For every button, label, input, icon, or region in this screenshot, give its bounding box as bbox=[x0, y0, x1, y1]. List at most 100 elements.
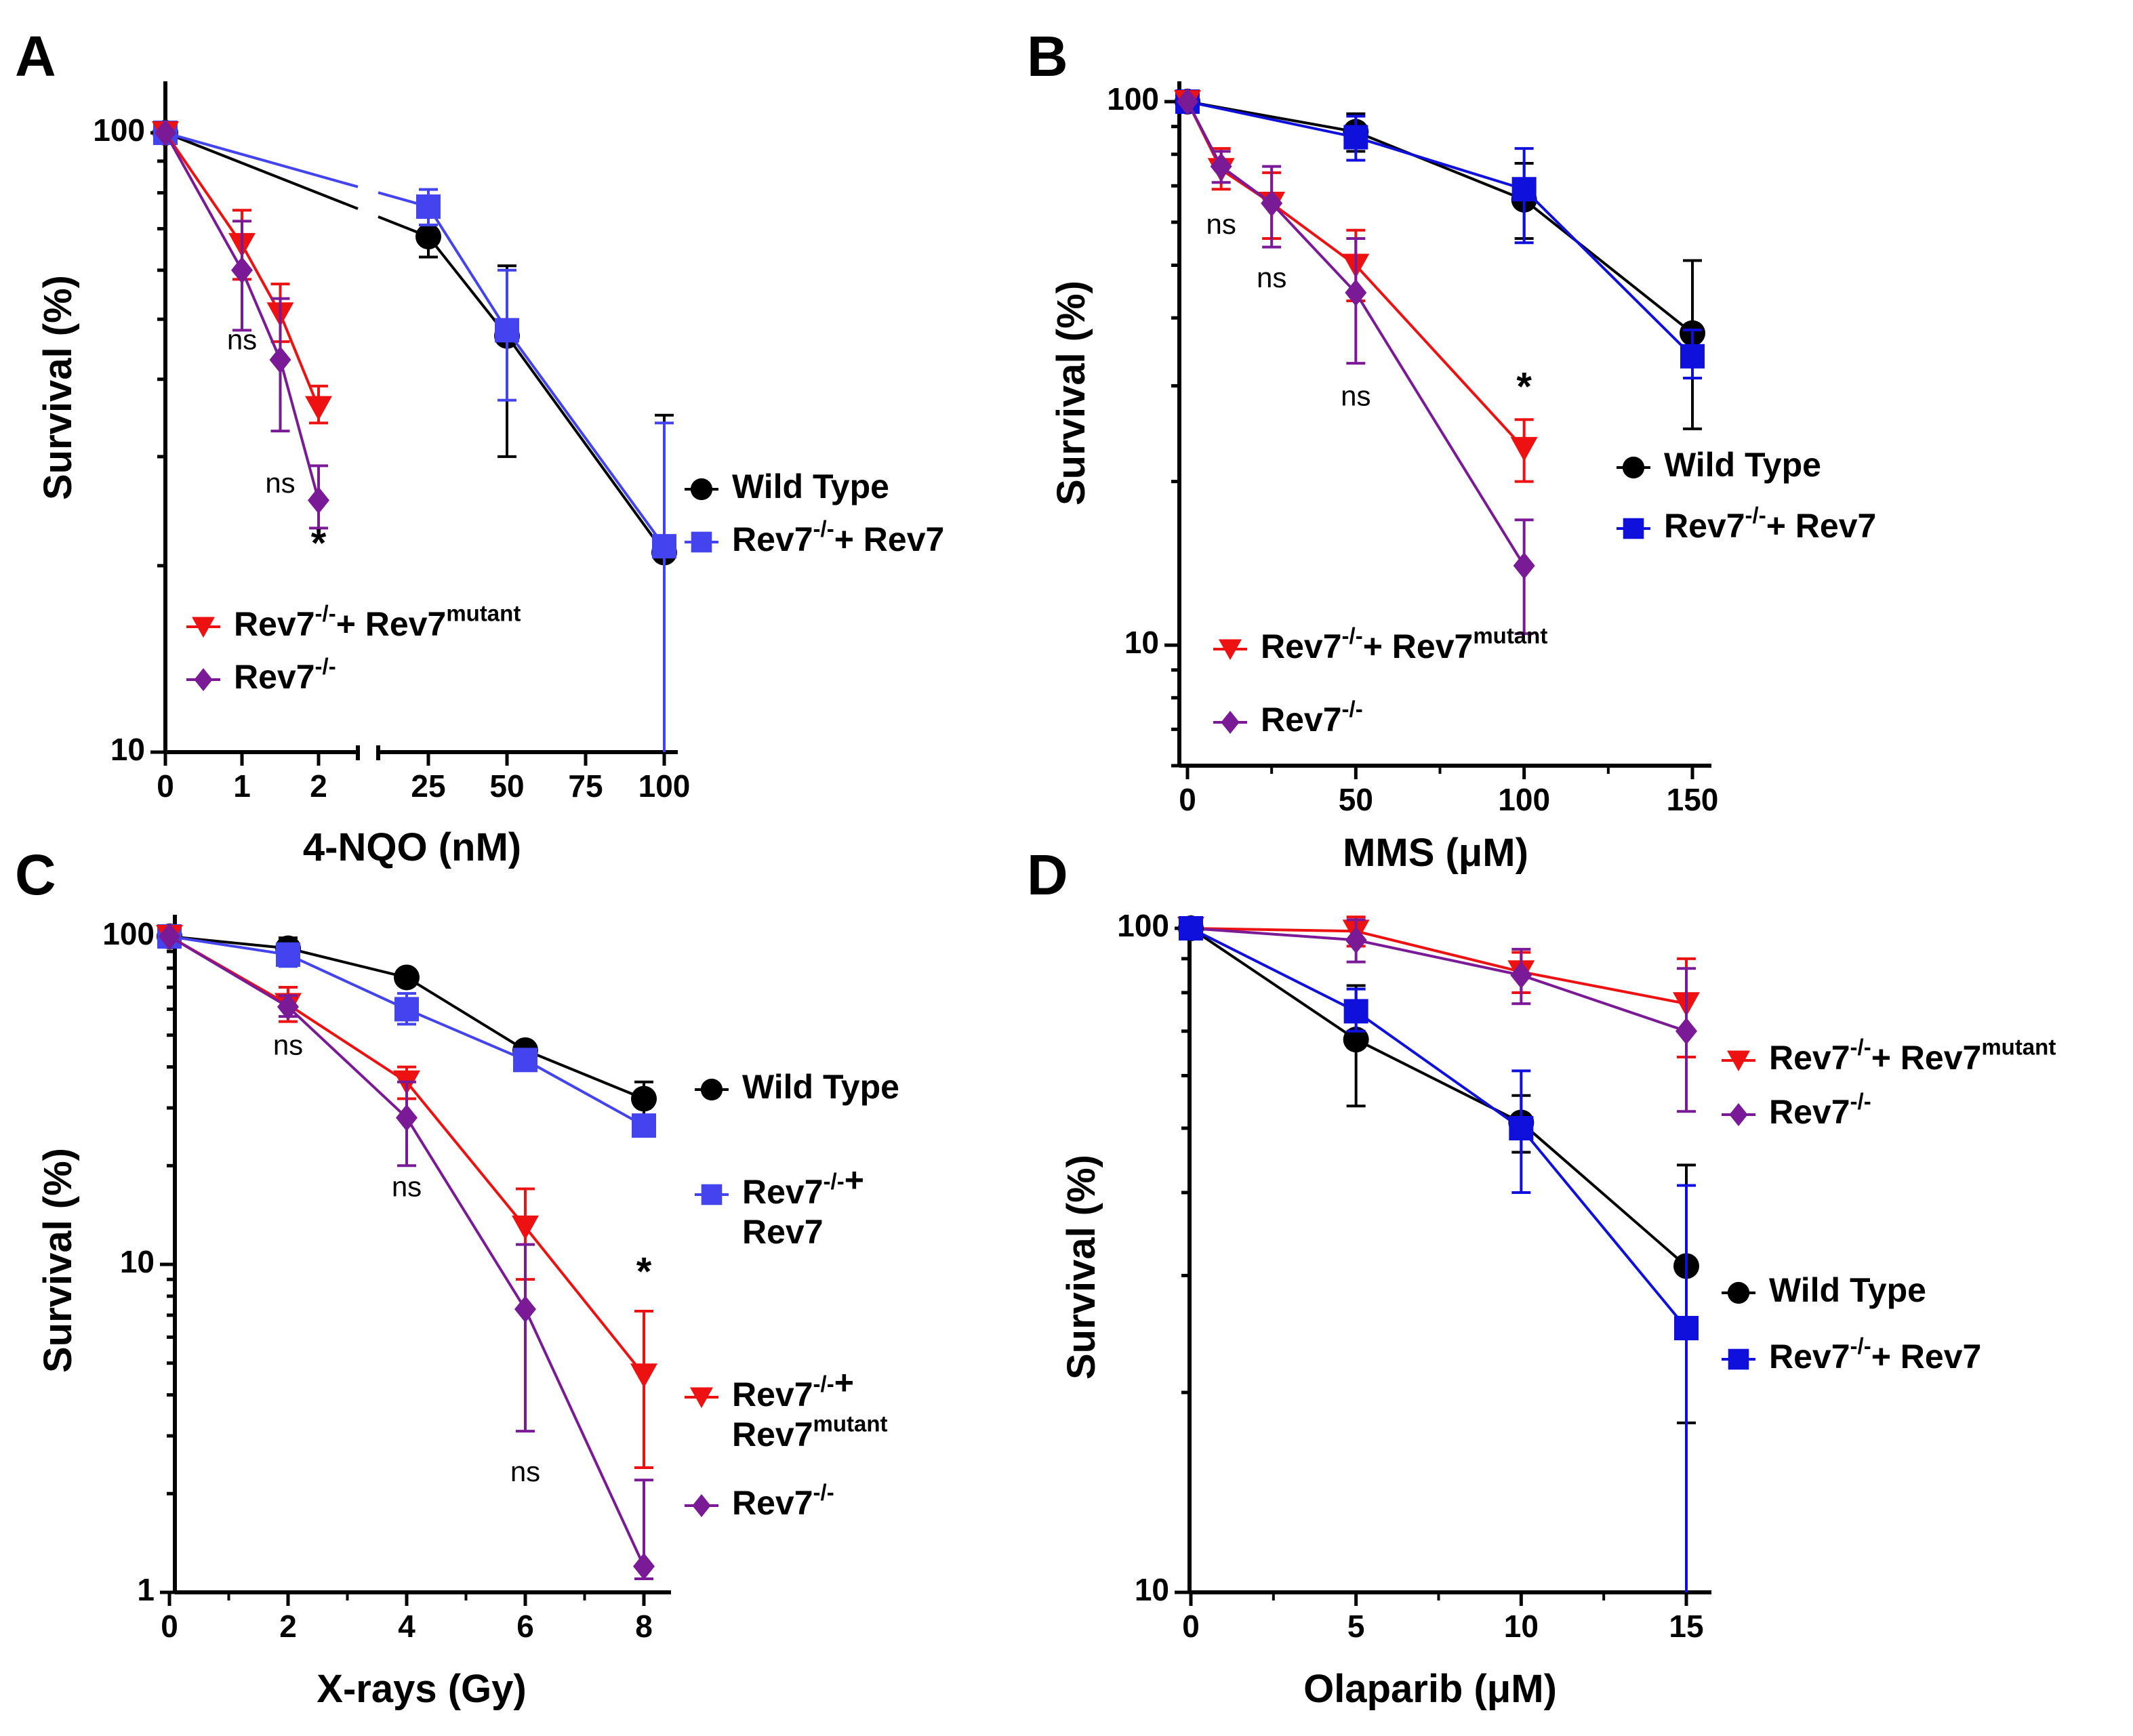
panel-a: A 4-NQO (nM) Survival (%) 10 100 0 1 2 25 50 75… bbox=[15, 24, 944, 869]
data-point bbox=[308, 487, 329, 514]
legend-label: Rev7-/-+ Rev7 bbox=[742, 1161, 864, 1252]
legend-label: Rev7-/- bbox=[732, 1479, 834, 1522]
legend-label: Wild Type bbox=[732, 468, 889, 505]
data-point bbox=[1510, 962, 1532, 989]
legend-marker bbox=[1729, 1103, 1748, 1126]
ns-annotation: ns bbox=[510, 1455, 540, 1487]
panel-label-d: D bbox=[1027, 843, 1068, 907]
data-point bbox=[1513, 552, 1535, 579]
series-rev7-rev7 bbox=[1179, 916, 1699, 1592]
ns-annotation: ns bbox=[392, 1171, 422, 1203]
legend-entry-rev7: Rev7-/- bbox=[1722, 1088, 1871, 1131]
legend-marker bbox=[1728, 1348, 1749, 1370]
legend-label: Wild Type bbox=[1664, 446, 1821, 484]
data-point bbox=[630, 1363, 657, 1388]
series-rev7 bbox=[155, 119, 329, 530]
legend-entry-rev7-rev7: Rev7-/-+ Rev7 bbox=[1722, 1333, 1981, 1376]
data-point bbox=[1210, 152, 1232, 180]
legend-entry-wild-type: Wild Type bbox=[695, 1068, 899, 1106]
axes: 10 100 0 5 10 15 bbox=[1117, 908, 1711, 1644]
x-tick-label: 150 bbox=[1667, 782, 1719, 817]
y-tick-label: 10 bbox=[1135, 1572, 1169, 1607]
data-point bbox=[513, 1048, 537, 1073]
y-axis-label: Survival (%) bbox=[1059, 1155, 1103, 1380]
x-tick-label: 15 bbox=[1669, 1609, 1703, 1644]
legend-marker bbox=[700, 1078, 723, 1101]
legend-marker bbox=[691, 531, 712, 553]
legend: Wild Type Rev7-/-+ Rev7 bbox=[1617, 446, 1876, 545]
data-point bbox=[394, 964, 420, 991]
data-point bbox=[1345, 926, 1367, 954]
x-tick-label: 1 bbox=[233, 768, 251, 804]
series-rev7 bbox=[159, 923, 655, 1580]
legend-label: Rev7-/-+ Rev7mutant bbox=[234, 600, 521, 643]
significance-star: * bbox=[311, 521, 327, 565]
x-tick-label: 50 bbox=[489, 768, 524, 804]
x-axis-label: Olaparib (μM) bbox=[1303, 1667, 1557, 1711]
legend-entry-rev7: Rev7-/- bbox=[685, 1479, 834, 1522]
series-line bbox=[165, 131, 359, 210]
data-point bbox=[1509, 1116, 1534, 1141]
axes: 10 100 0 50 100 150 bbox=[1107, 81, 1718, 817]
data-point bbox=[276, 942, 300, 967]
legend-marker bbox=[692, 1494, 711, 1517]
x-tick-label: 0 bbox=[157, 768, 174, 804]
series-rev7-rev7mutant bbox=[1177, 915, 1700, 1058]
panel-d: D Olaparib (μM) Survival (%) 10 100 0 5 10 15… bbox=[1027, 843, 2056, 1711]
legend-entry-rev7-rev7mutant: Rev7-/-+ Rev7mutant bbox=[1722, 1034, 2056, 1077]
legend: Wild Type Rev7-/-+ Rev7 bbox=[685, 468, 944, 558]
data-point bbox=[159, 923, 180, 950]
legend-entry-wild-type: Wild Type bbox=[1722, 1271, 1926, 1309]
ns-annotation: ns bbox=[227, 323, 257, 355]
legend-marker bbox=[1727, 1050, 1750, 1072]
data-point bbox=[1345, 279, 1367, 307]
series-line bbox=[1190, 927, 1687, 1006]
legend-label: Rev7-/-+ Rev7 bbox=[1769, 1333, 1981, 1376]
data-point bbox=[1510, 436, 1538, 461]
series-rev7-rev7 bbox=[153, 121, 676, 752]
y-axis-label: Survival (%) bbox=[36, 275, 80, 500]
panel-b: B MMS (μM) Survival (%) 10 100 0 50 100 150 ns… bbox=[1027, 24, 1876, 875]
legend-entry-rev7-rev7mutant: Rev7-/-+ Rev7mutant bbox=[186, 600, 521, 643]
legend-entry-rev7: Rev7-/- bbox=[1213, 696, 1363, 739]
legend-label: Rev7-/-+ Rev7mutant bbox=[732, 1364, 888, 1454]
data-point bbox=[415, 224, 441, 250]
series-line bbox=[168, 935, 645, 1567]
data-point bbox=[1343, 999, 1368, 1024]
y-tick-label: 10 bbox=[1124, 625, 1159, 660]
legend-marker bbox=[1219, 639, 1242, 661]
legend: Rev7-/-+ Rev7mutant Rev7-/- bbox=[1213, 623, 1547, 739]
series-rev7-rev7 bbox=[1175, 89, 1705, 379]
legend-label: Rev7-/-+ Rev7 bbox=[732, 516, 944, 558]
legend-marker bbox=[192, 617, 215, 638]
data-point bbox=[305, 396, 332, 421]
y-tick-label: 100 bbox=[93, 112, 145, 148]
x-tick-label: 100 bbox=[1498, 782, 1550, 817]
ns-annotation: ns bbox=[1257, 262, 1286, 293]
data-point bbox=[416, 194, 441, 219]
data-point bbox=[631, 1086, 657, 1112]
data-point bbox=[231, 256, 253, 284]
data-point bbox=[396, 1104, 418, 1132]
legend-entry-rev7: Rev7-/- bbox=[186, 653, 336, 696]
data-point bbox=[1680, 344, 1705, 369]
x-axis-label: MMS (μM) bbox=[1343, 831, 1528, 875]
legend-marker bbox=[1221, 711, 1240, 734]
data-point bbox=[277, 993, 299, 1020]
legend-entry-rev7-rev7: Rev7-/-+ Rev7 bbox=[685, 516, 944, 558]
panel-label-c: C bbox=[15, 843, 56, 907]
legend: Rev7-/-+ Rev7mutant Rev7-/- bbox=[1722, 1034, 2056, 1131]
series-line bbox=[1187, 100, 1694, 358]
legend-marker bbox=[690, 478, 713, 501]
x-tick-label: 0 bbox=[1182, 1609, 1200, 1644]
legend-marker bbox=[1727, 1281, 1750, 1304]
x-tick-label: 50 bbox=[1339, 782, 1373, 817]
data-point bbox=[514, 1296, 536, 1323]
legend-entry-rev7-rev7mutant: Rev7-/-+ Rev7mutant bbox=[685, 1364, 888, 1454]
y-tick-label: 10 bbox=[110, 732, 145, 767]
data-point bbox=[1179, 916, 1203, 941]
legend: Wild Type Rev7-/-+ Rev7 bbox=[695, 1068, 899, 1251]
data-point bbox=[652, 534, 676, 559]
series-line bbox=[164, 132, 320, 501]
